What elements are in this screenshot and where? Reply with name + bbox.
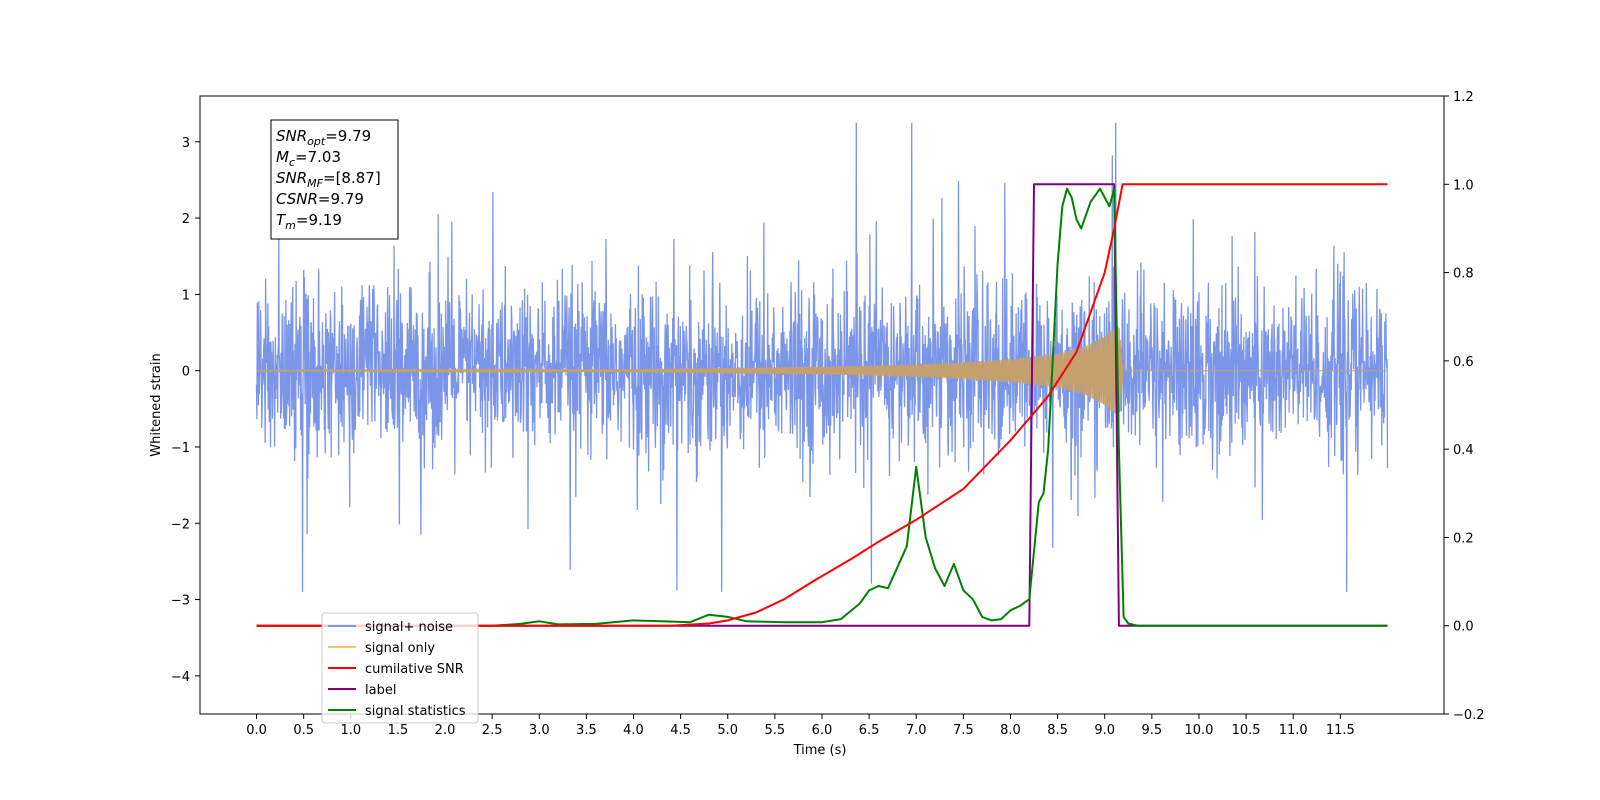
- x-tick-label: 10.0: [1184, 723, 1213, 738]
- x-axis: 0.0 0.5 1.0 1.5 2.0 2.5 3.0 3.5 4.0 4.5 5.0 5.5 6.0 6…: [246, 714, 1355, 738]
- series-cumulative-snr: [256, 183, 1388, 627]
- y-right-tick-label: 0.2: [1453, 531, 1474, 546]
- y-left-tick-label: −4: [171, 670, 190, 685]
- series-signal-only: [256, 325, 1388, 417]
- x-tick-label: 0.0: [246, 723, 267, 738]
- y-left-tick-label: 0: [182, 365, 190, 380]
- y-right-tick-label: 0.0: [1453, 620, 1474, 635]
- x-tick-label: 10.5: [1232, 723, 1261, 738]
- y-left-tick-label: 1: [182, 288, 190, 303]
- legend-label: signal+ noise: [365, 620, 453, 635]
- legend-label: cumilative SNR: [365, 662, 464, 677]
- x-tick-label: 0.5: [293, 723, 314, 738]
- info-box-frame: [270, 119, 399, 240]
- x-tick-label: 1.0: [340, 723, 361, 738]
- y-left-tick-label: −2: [171, 517, 190, 532]
- legend-frame: [321, 612, 479, 724]
- y-right-tick-label: 1.2: [1453, 90, 1474, 105]
- info-line: Tm=9.19: [276, 211, 342, 232]
- x-tick-label: 11.5: [1326, 723, 1355, 738]
- x-tick-label: 5.5: [765, 723, 786, 738]
- x-tick-label: 4.0: [623, 723, 644, 738]
- legend-label: label: [365, 683, 396, 698]
- x-tick-label: 9.5: [1142, 723, 1163, 738]
- y-axis-right: 1.2 1.0 0.8 0.6 0.4 0.2 0.0 −0.2: [1444, 90, 1485, 723]
- info-line: CSNR=9.79: [276, 190, 364, 208]
- legend-label: signal statistics: [365, 704, 466, 719]
- series-signal-statistics: [256, 187, 1388, 627]
- y-axis-left: 3 2 1 0 −1 −2 −3 −4: [171, 136, 200, 685]
- x-tick-label: 3.5: [576, 723, 597, 738]
- x-tick-label: 8.5: [1047, 723, 1068, 738]
- x-tick-label: 8.0: [1000, 723, 1021, 738]
- x-tick-label: 5.0: [717, 723, 738, 738]
- info-line: SNRopt=9.79: [276, 127, 371, 148]
- x-tick-label: 4.5: [670, 723, 691, 738]
- info-line: Mc=7.03: [276, 148, 341, 169]
- y-right-tick-label: 0.4: [1453, 443, 1474, 458]
- x-tick-label: 1.5: [388, 723, 409, 738]
- y-left-tick-label: 2: [182, 212, 190, 227]
- y-left-tick-label: −1: [171, 441, 190, 456]
- legend: signal+ noise signal only cumilative SNR la…: [321, 612, 479, 724]
- y-right-tick-label: 0.8: [1453, 267, 1474, 282]
- info-line: SNRMF=[8.87]: [276, 169, 381, 190]
- y-left-tick-label: 3: [182, 136, 190, 151]
- x-tick-label: 7.5: [953, 723, 974, 738]
- y-left-tick-label: −3: [171, 594, 190, 609]
- plot-area: [255, 122, 1389, 627]
- y-axis-label: Whitened strain: [149, 353, 164, 456]
- x-tick-label: 9.0: [1094, 723, 1115, 738]
- x-tick-label: 6.0: [812, 723, 833, 738]
- x-tick-label: 6.5: [859, 723, 880, 738]
- y-right-tick-label: 1.0: [1453, 178, 1474, 193]
- legend-label: signal only: [365, 641, 435, 656]
- x-tick-label: 7.0: [906, 723, 927, 738]
- y-right-tick-label: −0.2: [1453, 708, 1485, 723]
- y-right-tick-label: 0.6: [1453, 355, 1474, 370]
- x-axis-label: Time (s): [793, 743, 847, 758]
- x-tick-label: 2.0: [435, 723, 456, 738]
- x-tick-label: 3.0: [529, 723, 550, 738]
- x-tick-label: 2.5: [482, 723, 503, 738]
- x-tick-label: 11.0: [1279, 723, 1308, 738]
